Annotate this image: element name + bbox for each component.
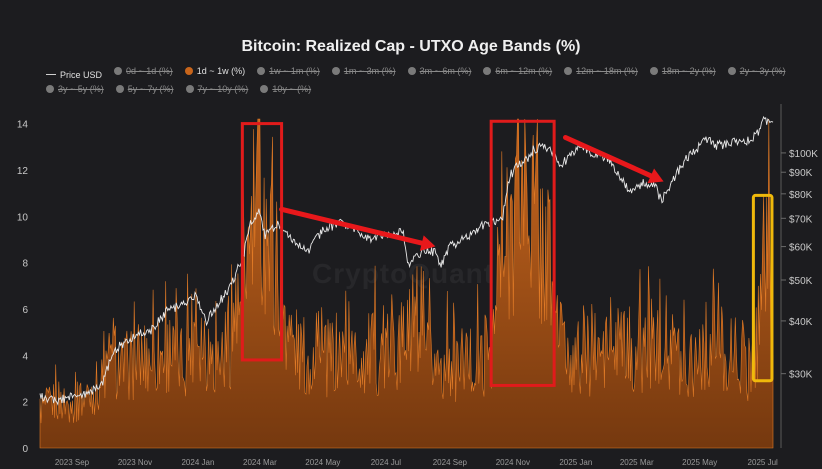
- x-tick-label: 2024 Jan: [181, 458, 214, 467]
- highlight-box-yellow: [751, 193, 774, 383]
- legend-item[interactable]: Price USD: [46, 68, 102, 82]
- x-tick-label: 2025 Jan: [559, 458, 592, 467]
- legend-item-label: 1m ~ 3m (%): [343, 66, 396, 76]
- legend-item-label: 5y ~ 7y (%): [127, 83, 174, 94]
- legend-dot-swatch: [727, 67, 736, 75]
- y-right-tick-label: $60K: [789, 243, 813, 254]
- legend-dot-swatch: [260, 84, 269, 93]
- x-tick-label: 2023 Sep: [55, 458, 90, 467]
- legend-item-label: 7y ~ 10y (%): [197, 83, 249, 94]
- y-left-tick-label: 8: [22, 259, 28, 270]
- trend-arrow-shaft: [562, 134, 654, 179]
- legend-item[interactable]: 1m ~ 3m (%): [331, 64, 396, 78]
- legend-item-label: 18m ~ 2y (%): [661, 66, 716, 76]
- highlight-box-red: [240, 122, 284, 362]
- legend-dot-swatch: [184, 67, 193, 75]
- legend-item-label: Price USD: [60, 69, 103, 80]
- series-area-1d-1w: [39, 118, 774, 449]
- legend-item[interactable]: 1d ~ 1w (%): [184, 64, 246, 78]
- legend-item-label: 12m ~ 18m (%): [576, 66, 638, 76]
- y-left-tick-label: 0: [22, 444, 28, 455]
- legend-dot-swatch: [649, 67, 658, 75]
- x-tick-label: 2024 Sep: [433, 458, 468, 467]
- y-right-tick-label: $70K: [789, 214, 813, 225]
- y-right-tick-label: $40K: [789, 317, 813, 328]
- legend-dot-swatch: [46, 84, 54, 93]
- y-right-tick-label: $80K: [789, 190, 813, 201]
- watermark: CryptoQuant: [312, 258, 495, 289]
- chart-legend: Price USD 0d ~ 1d (%) 1d ~ 1w (%) 1w ~ 1m (…: [46, 64, 806, 97]
- series-line-price: [39, 115, 774, 406]
- legend-item[interactable]: 18m ~ 2y (%): [649, 64, 716, 78]
- x-tick-label: 2025 Mar: [620, 458, 654, 467]
- trend-arrow-head: [647, 168, 664, 184]
- legend-item-label: 2y ~ 3y (%): [739, 66, 786, 76]
- legend-line-swatch: [46, 74, 56, 75]
- legend-item[interactable]: 10y ~ (%): [260, 82, 311, 96]
- y-left-tick-label: 14: [17, 120, 29, 131]
- x-tick-label: 2024 Mar: [243, 458, 277, 467]
- legend-dot-swatch: [114, 67, 123, 75]
- legend-dot-swatch: [331, 67, 340, 75]
- y-left-tick-label: 4: [22, 351, 28, 362]
- legend-item[interactable]: 0d ~ 1d (%): [114, 64, 173, 78]
- legend-item[interactable]: 3y ~ 5y (%): [46, 82, 104, 96]
- chart-title: Bitcoin: Realized Cap - UTXO Age Bands (…: [241, 38, 581, 55]
- legend-item-label: 0d ~ 1d (%): [126, 66, 173, 76]
- y-left-tick-label: 6: [22, 305, 28, 316]
- legend-item[interactable]: 12m ~ 18m (%): [564, 64, 638, 78]
- x-tick-label: 2024 Jul: [371, 458, 401, 467]
- x-tick-label: 2025 Jul: [748, 458, 778, 467]
- legend-item-label: 1w ~ 1m (%): [269, 66, 320, 76]
- trend-arrow-head: [419, 235, 436, 251]
- legend-dot-swatch: [483, 67, 492, 75]
- legend-item-label: 3m ~ 6m (%): [419, 66, 472, 76]
- legend-item[interactable]: 6m ~ 12m (%): [483, 64, 552, 78]
- legend-item[interactable]: 3m ~ 6m (%): [407, 64, 472, 78]
- legend-item-label: 6m ~ 12m (%): [495, 66, 553, 76]
- legend-dot-swatch: [564, 67, 573, 75]
- legend-dot-swatch: [407, 67, 416, 75]
- legend-item[interactable]: 7y ~ 10y (%): [185, 82, 249, 96]
- highlight-box-red: [489, 119, 556, 387]
- legend-item[interactable]: 5y ~ 7y (%): [115, 82, 174, 96]
- y-left-tick-label: 2: [22, 398, 28, 409]
- legend-item[interactable]: 1w ~ 1m (%): [257, 64, 320, 78]
- legend-item-label: 3y ~ 5y (%): [58, 83, 104, 94]
- legend-item-label: 10y ~ (%): [272, 83, 312, 94]
- x-tick-label: 2024 May: [305, 458, 340, 467]
- legend-dot-swatch: [257, 67, 266, 75]
- y-left-tick-label: 10: [17, 212, 29, 223]
- legend-item-label: 1d ~ 1w (%): [196, 66, 246, 76]
- y-right-tick-label: $100K: [789, 149, 818, 160]
- trend-arrow-shaft: [279, 206, 425, 246]
- legend-dot-swatch: [115, 84, 124, 93]
- legend-dot-swatch: [185, 84, 194, 93]
- legend-item[interactable]: 2y ~ 3y (%): [727, 64, 786, 78]
- x-tick-label: 2025 May: [682, 458, 717, 467]
- y-right-tick-label: $90K: [789, 168, 813, 179]
- y-right-tick-label: $50K: [789, 276, 813, 287]
- x-tick-label: 2024 Nov: [496, 458, 530, 467]
- x-tick-label: 2023 Nov: [118, 458, 152, 467]
- y-right-tick-label: $30K: [789, 370, 813, 381]
- y-left-tick-label: 12: [17, 166, 29, 177]
